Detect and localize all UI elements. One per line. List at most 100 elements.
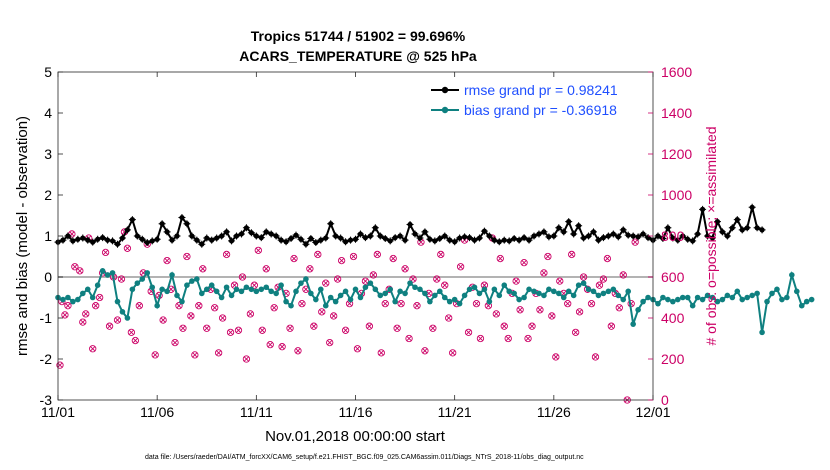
rmse-point xyxy=(416,234,424,242)
bias-point xyxy=(412,284,418,291)
rmse-point xyxy=(242,224,250,232)
rmse-point-star xyxy=(188,232,196,240)
rmse-point-star xyxy=(530,232,538,240)
bias-point xyxy=(793,288,800,295)
rmse-point xyxy=(406,221,414,229)
obs-possible-circle xyxy=(127,328,136,336)
obs-count-marker xyxy=(117,275,126,283)
obs-count-marker xyxy=(615,304,623,312)
bias-point xyxy=(70,298,76,305)
obs-count-marker xyxy=(591,353,600,361)
obs-assimilated-cross xyxy=(62,312,68,318)
bias-point xyxy=(198,290,205,297)
obs-count-marker xyxy=(56,361,64,369)
rmse-point-star xyxy=(128,216,136,224)
rmse-point xyxy=(565,218,573,226)
bias-point xyxy=(605,288,612,295)
bias-point xyxy=(194,276,200,282)
obs-count-marker xyxy=(373,250,381,259)
obs-assimilated-cross xyxy=(370,272,376,278)
obs-count-marker xyxy=(222,250,231,259)
rmse-point-star xyxy=(758,226,766,234)
rmse-point-star xyxy=(228,237,236,245)
obs-count-marker xyxy=(294,347,302,355)
rmse-point xyxy=(208,236,216,244)
rmse-point xyxy=(604,232,612,240)
rmse-point xyxy=(332,232,340,240)
bias-point xyxy=(253,288,260,295)
rmse-point xyxy=(530,232,538,240)
obs-count-marker xyxy=(341,326,350,334)
obs-possible-circle xyxy=(337,256,346,265)
y2-tick-label: 1400 xyxy=(661,105,692,121)
obs-assimilated-cross xyxy=(616,305,622,311)
obs-possible-circle xyxy=(318,308,326,316)
obs-assimilated-cross xyxy=(632,239,638,245)
rmse-point xyxy=(733,216,741,224)
obs-count-marker xyxy=(131,336,140,345)
obs-count-marker xyxy=(159,316,167,324)
obs-assimilated-cross xyxy=(390,256,396,262)
rmse-point xyxy=(674,236,682,244)
obs-assimilated-cross xyxy=(446,315,452,321)
rmse-point-star xyxy=(565,218,573,226)
rmse-point-star xyxy=(277,236,285,244)
obs-possible-circle xyxy=(500,322,508,330)
obs-possible-circle xyxy=(492,310,500,318)
y2-tick-label: 1600 xyxy=(661,64,692,80)
rmse-point xyxy=(485,232,493,240)
obs-possible-circle xyxy=(258,326,266,334)
rmse-point xyxy=(704,232,712,240)
obs-assimilated-cross xyxy=(537,307,543,313)
rmse-point xyxy=(718,228,726,236)
obs-possible-circle xyxy=(413,302,421,310)
rmse-point-star xyxy=(659,234,667,242)
obs-count-marker xyxy=(520,258,528,267)
obs-count-marker xyxy=(290,254,298,263)
obs-assimilated-cross xyxy=(239,274,245,280)
rmse-point xyxy=(233,232,240,240)
bias-point xyxy=(570,292,577,299)
rmse-point xyxy=(99,234,107,242)
obs-count-marker xyxy=(187,312,195,320)
bias-point xyxy=(516,296,522,303)
obs-assimilated-cross xyxy=(473,301,480,307)
obs-possible-circle xyxy=(409,275,417,283)
obs-count-marker xyxy=(464,328,473,336)
rmse-point xyxy=(466,234,474,242)
bias-point xyxy=(174,292,180,299)
y-tick-label: 3 xyxy=(44,146,52,162)
obs-possible-circle xyxy=(445,314,453,322)
bias-point xyxy=(769,290,775,297)
rmse-point xyxy=(297,235,305,243)
obs-possible-circle xyxy=(401,265,409,273)
rmse-point-star xyxy=(386,237,394,245)
rmse-point xyxy=(664,224,672,232)
obs-assimilated-cross xyxy=(267,342,273,348)
rmse-point-star xyxy=(609,230,617,238)
bias-point xyxy=(184,282,190,289)
obs-count-marker xyxy=(270,304,278,312)
obs-count-marker xyxy=(278,343,286,351)
rmse-point xyxy=(94,235,102,243)
obs-possible-circle xyxy=(381,299,389,308)
obs-count-marker xyxy=(89,345,97,353)
rmse-point xyxy=(669,234,677,242)
obs-assimilated-cross xyxy=(569,251,575,257)
obs-possible-circle xyxy=(421,347,429,355)
rmse-point xyxy=(639,230,647,238)
obs-assimilated-cross xyxy=(466,329,472,335)
obs-possible-circle xyxy=(131,336,140,345)
obs-assimilated-cross xyxy=(493,311,499,317)
bias-point xyxy=(382,290,389,297)
bias-point xyxy=(575,282,582,289)
obs-assimilated-cross xyxy=(497,256,503,262)
obs-assimilated-cross xyxy=(319,309,325,315)
obs-assimilated-cross xyxy=(374,251,380,257)
bias-point xyxy=(704,292,711,299)
bias-point xyxy=(134,280,141,286)
bias-point xyxy=(729,294,736,301)
rmse-point-star xyxy=(699,205,707,213)
rmse-point-star xyxy=(59,236,67,244)
obs-possible-circle xyxy=(187,312,195,320)
